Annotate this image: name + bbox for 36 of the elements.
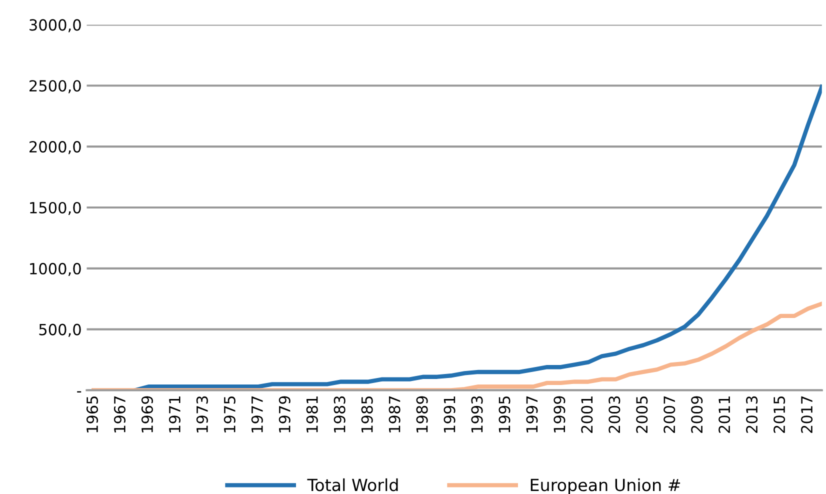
x-tick-label: 2017 <box>801 396 813 433</box>
line-series <box>92 302 822 390</box>
x-tick-label: 2001 <box>581 396 593 433</box>
x-tick-label: 1983 <box>334 396 346 432</box>
x-tick-label: 2009 <box>691 396 703 433</box>
x-tick-label: 1967 <box>114 396 126 432</box>
x-tick-label: 1969 <box>141 396 153 432</box>
y-tick-label: 2500,0 <box>30 80 81 94</box>
x-tick-label: 1999 <box>554 396 566 432</box>
x-tick-label: 2003 <box>608 396 620 433</box>
x-tick-label: 1989 <box>416 396 428 432</box>
x-tick-label: 2015 <box>774 396 786 433</box>
x-tick-label: 2005 <box>636 396 648 433</box>
x-tick-label: 1975 <box>224 396 236 432</box>
legend-label: Total World <box>307 478 398 492</box>
x-tick-label: 1995 <box>498 396 510 432</box>
x-tick-label: 1965 <box>86 396 98 432</box>
x-tick-label: 1985 <box>361 396 373 432</box>
x-tick-label: 1993 <box>471 396 483 432</box>
x-tick-label: 1991 <box>444 396 456 432</box>
y-tick-label: 2000,0 <box>30 141 81 154</box>
x-tick-label: 1981 <box>306 396 318 432</box>
x-tick-label: 1971 <box>168 396 180 432</box>
x-tick-label: 2013 <box>746 396 758 433</box>
x-tick-label: 1987 <box>388 396 400 432</box>
x-tick-label: 1979 <box>278 396 290 432</box>
y-tick-label: 3000,0 <box>30 19 81 32</box>
x-tick-label: 2007 <box>664 396 676 433</box>
y-tick-label: 500,0 <box>39 324 81 337</box>
y-tick-label: 1000,0 <box>30 262 81 276</box>
x-tick-label: 1997 <box>526 396 538 432</box>
x-tick-label: 1973 <box>196 396 208 432</box>
x-tick-label: 1977 <box>251 396 263 432</box>
y-tick-label: 1500,0 <box>30 202 81 216</box>
x-tick-label: 2011 <box>718 396 730 433</box>
y-tick-label: - <box>77 391 82 392</box>
